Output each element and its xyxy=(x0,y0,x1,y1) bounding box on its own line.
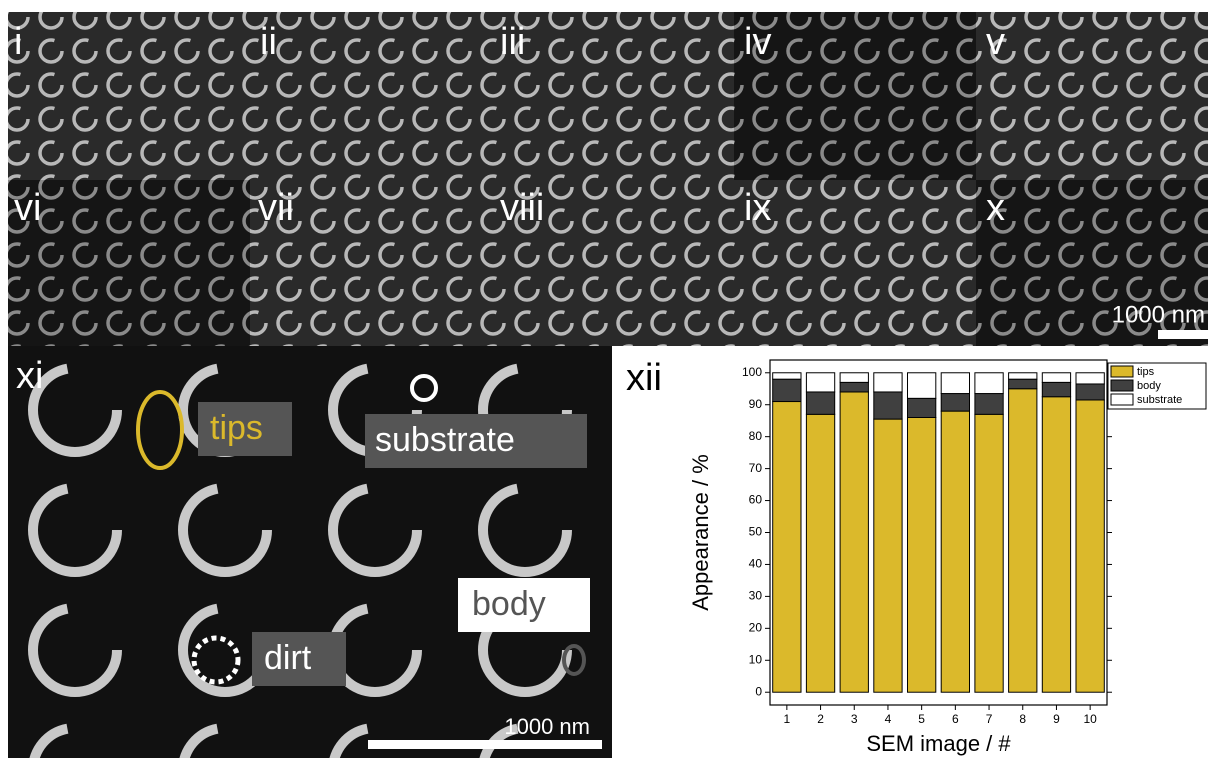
y-tick-label: 90 xyxy=(749,397,763,411)
annotation: dirt xyxy=(264,639,312,677)
x-tick-label: 6 xyxy=(952,712,959,726)
sem-image xyxy=(8,12,250,180)
x-tick-label: 3 xyxy=(851,712,858,726)
legend-swatch xyxy=(1111,394,1133,405)
bar-segment xyxy=(941,394,969,412)
bar-segment xyxy=(1042,397,1070,692)
bar-segment xyxy=(1076,400,1104,692)
bar-segment xyxy=(941,411,969,692)
scale-bar xyxy=(368,740,602,749)
panel-label: viii xyxy=(500,187,544,229)
bar-segment xyxy=(806,414,834,692)
bar-segment xyxy=(840,373,868,383)
panel-label: vi xyxy=(14,187,41,229)
scale-bar xyxy=(1158,330,1208,339)
scale-label: 1000 nm xyxy=(1112,301,1205,328)
x-tick-label: 2 xyxy=(817,712,824,726)
sem-image xyxy=(492,12,734,180)
sem-image xyxy=(8,180,250,346)
chart: 0 10 20 30 40 50 60 70 80 90 100 Appearance / % SEM … xyxy=(688,360,1206,756)
bar-segment xyxy=(840,382,868,392)
bar-segment xyxy=(1009,373,1037,379)
bar-segment xyxy=(907,373,935,399)
annotation: body xyxy=(472,585,546,623)
y-tick-label: 100 xyxy=(742,365,762,379)
x-tick-label: 10 xyxy=(1083,712,1097,726)
annotation: tips xyxy=(210,409,263,447)
panel-label: xii xyxy=(626,357,662,399)
bar-segment xyxy=(975,414,1003,692)
panel-label: iv xyxy=(744,21,771,63)
bar-segment xyxy=(907,398,935,417)
x-tick-label: 7 xyxy=(986,712,993,726)
legend-label: tips xyxy=(1137,366,1155,378)
x-tick-label: 1 xyxy=(784,712,791,726)
scale-label: 1000 nm xyxy=(504,714,590,739)
panel-label: vii xyxy=(258,187,294,229)
y-tick-label: 80 xyxy=(749,429,763,443)
sem-detail: xi tips substrate body dirt 1000 nm xyxy=(8,346,612,758)
x-tick-label: 8 xyxy=(1019,712,1026,726)
sem-image xyxy=(8,346,612,758)
panel-label: v xyxy=(986,21,1005,63)
y-tick-label: 30 xyxy=(749,589,763,603)
bar-segment xyxy=(874,392,902,419)
sem-grid: i ii iii iv v vi vii viii ix x 1000 nm xyxy=(8,12,1208,346)
legend-swatch xyxy=(1111,380,1133,391)
y-axis-label: Appearance / % xyxy=(688,454,713,611)
panel-label: ix xyxy=(744,187,771,229)
panel-label: x xyxy=(986,187,1005,229)
y-tick-label: 0 xyxy=(755,684,762,698)
bar-segment xyxy=(874,419,902,692)
bar-segment xyxy=(806,373,834,392)
y-tick-label: 70 xyxy=(749,461,763,475)
bar-segment xyxy=(1076,373,1104,384)
panel-label: i xyxy=(14,21,22,63)
x-tick-label: 5 xyxy=(918,712,925,726)
bar-segment xyxy=(1042,382,1070,396)
legend-swatch xyxy=(1111,366,1133,377)
bar-segment xyxy=(907,418,935,693)
y-tick-label: 60 xyxy=(749,493,763,507)
bar-segment xyxy=(975,394,1003,415)
panel-label: iii xyxy=(500,21,525,63)
x-axis-label: SEM image / # xyxy=(866,731,1011,756)
sem-image xyxy=(250,12,492,180)
legend-label: substrate xyxy=(1137,394,1182,406)
annotation: substrate xyxy=(375,421,515,459)
bar-segment xyxy=(1009,379,1037,389)
bar-segment xyxy=(773,379,801,401)
bar-segment xyxy=(773,402,801,693)
legend-label: body xyxy=(1137,380,1161,392)
x-tick-label: 4 xyxy=(885,712,892,726)
bar-segment xyxy=(874,373,902,392)
y-tick-label: 10 xyxy=(749,652,763,666)
panel-label: ii xyxy=(260,21,277,63)
bar-segment xyxy=(1042,373,1070,383)
panel-label: xi xyxy=(16,355,43,397)
bar-segment xyxy=(806,392,834,414)
bar-segment xyxy=(1009,389,1037,692)
y-tick-label: 50 xyxy=(749,525,763,539)
bar-segment xyxy=(840,392,868,692)
y-tick-label: 40 xyxy=(749,557,763,571)
bar-segment xyxy=(1076,384,1104,400)
bar-segment xyxy=(975,373,1003,394)
sem-image xyxy=(976,12,1208,180)
x-tick-label: 9 xyxy=(1053,712,1060,726)
bar-segment xyxy=(941,373,969,394)
bar-segment xyxy=(773,373,801,379)
figure: i ii iii iv v vi vii viii ix x 1000 nm x… xyxy=(0,0,1208,758)
y-tick-label: 20 xyxy=(749,621,763,635)
